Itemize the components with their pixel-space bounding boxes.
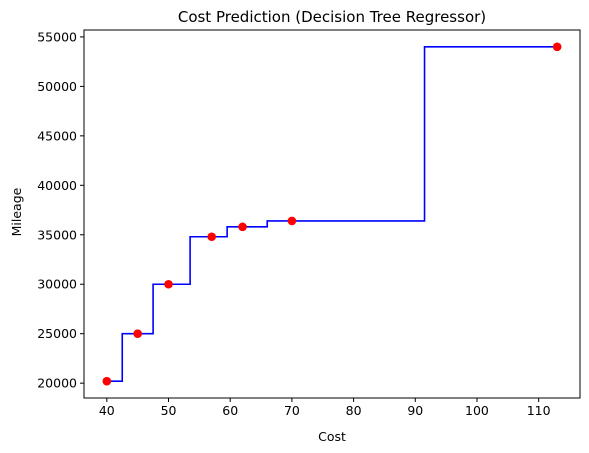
- x-tick-label: 40: [99, 403, 115, 418]
- x-tick-label: 50: [161, 403, 177, 418]
- y-tick-label: 55000: [37, 29, 77, 44]
- prediction-step-line: [106, 46, 558, 382]
- y-tick-label: 45000: [37, 128, 77, 143]
- x-tick-label: 60: [222, 403, 238, 418]
- data-point-2: [164, 279, 173, 289]
- y-tick-label: 30000: [37, 277, 77, 292]
- y-tick-label: 40000: [37, 178, 77, 193]
- y-tick-label: 35000: [37, 227, 77, 242]
- y-tick-label: 25000: [37, 326, 77, 341]
- x-tick-label: 80: [346, 403, 362, 418]
- y-tick-label: 20000: [37, 376, 77, 391]
- x-tick-label: 100: [465, 403, 489, 418]
- y-tick-label: 50000: [37, 79, 77, 94]
- data-point-5: [287, 216, 297, 226]
- x-axis-label: Cost: [318, 429, 346, 444]
- axes-frame: [83, 29, 581, 399]
- data-point-1: [133, 329, 142, 339]
- y-axis-label: Mileage: [9, 187, 24, 236]
- x-tick-label: 110: [527, 403, 551, 418]
- data-point-4: [238, 222, 247, 232]
- x-axis: 40 50 60 70 80 90 100 110: [99, 398, 551, 418]
- x-tick-label: 70: [284, 403, 300, 418]
- data-point-0: [102, 376, 112, 386]
- plot-area: [102, 42, 562, 386]
- data-point-6: [552, 42, 562, 52]
- chart-title: Cost Prediction (Decision Tree Regressor…: [178, 8, 486, 26]
- y-axis: 20000 25000 30000 35000 40000 45000 50000 55000: [37, 29, 84, 391]
- x-tick-label: 90: [407, 403, 423, 418]
- data-point-3: [207, 232, 216, 242]
